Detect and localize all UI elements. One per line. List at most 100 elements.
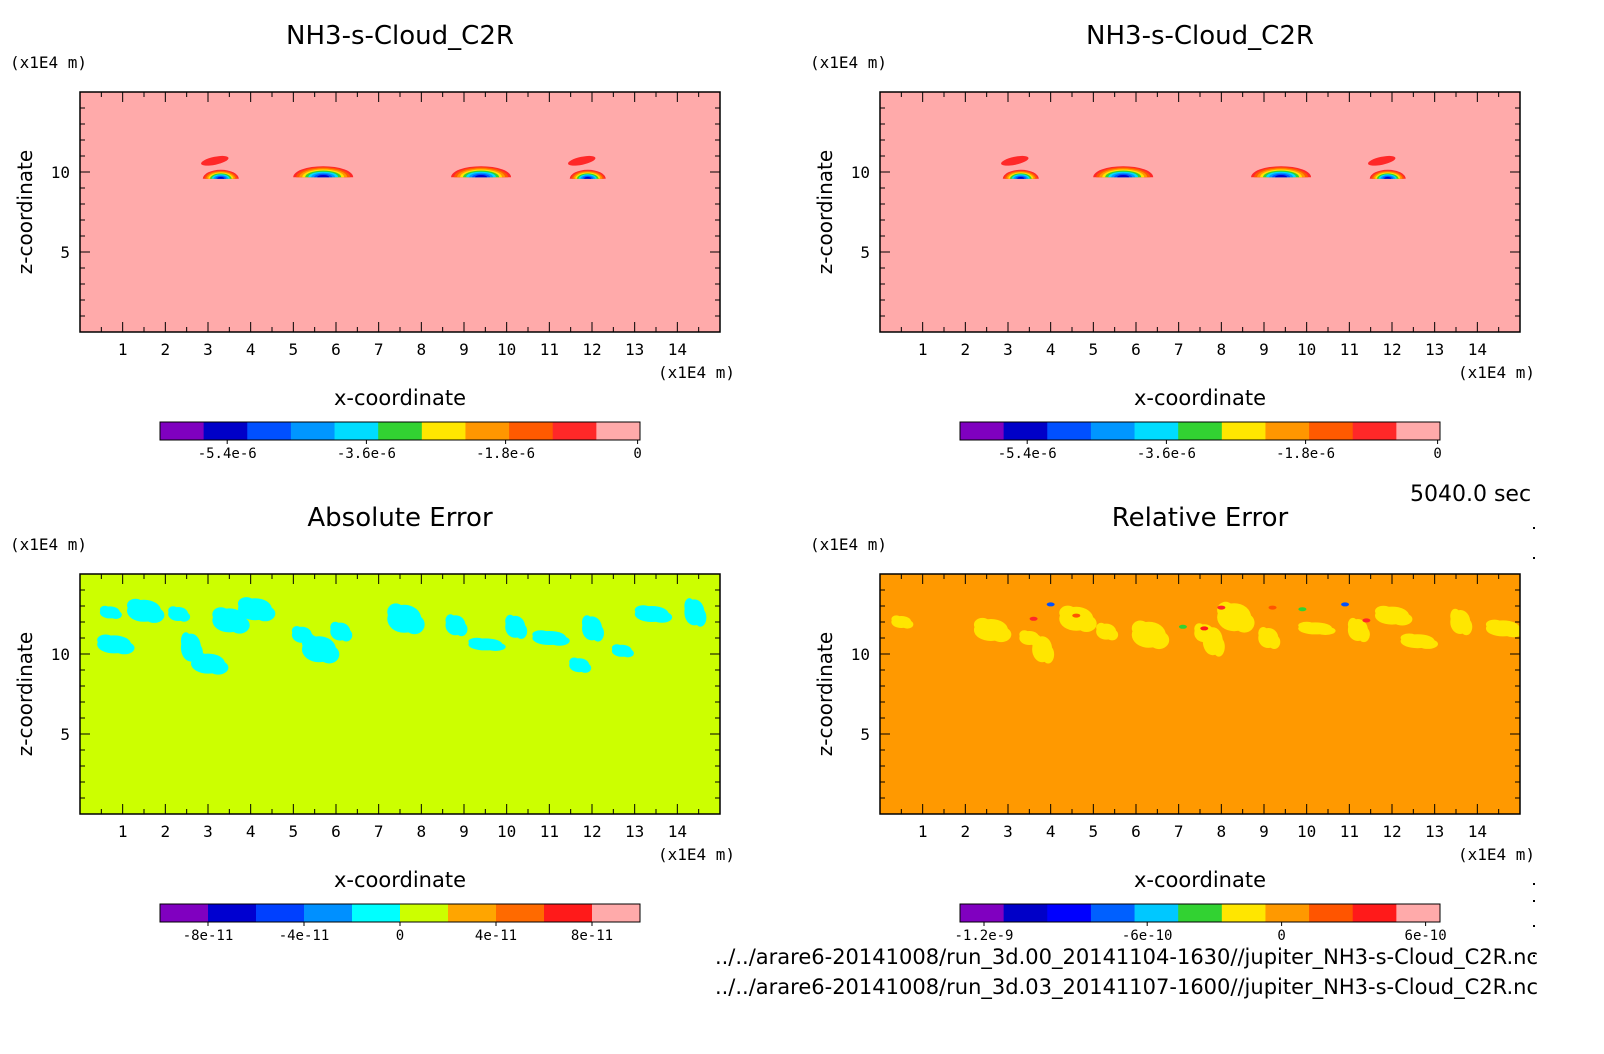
y-axis-label: z-coordinate <box>13 632 37 756</box>
marker-dot <box>1533 527 1535 529</box>
field-features <box>201 155 606 179</box>
error-patch <box>891 615 914 629</box>
x-tick-label: 3 <box>1003 340 1013 359</box>
x-axis-label: x-coordinate <box>1134 868 1266 892</box>
x-tick-label: 7 <box>1174 822 1184 841</box>
error-patch-blob <box>237 597 255 611</box>
colorbar-swatch <box>334 422 379 440</box>
marker-dot <box>1533 557 1535 559</box>
colorbar-swatch <box>203 422 248 440</box>
x-tick-label: 14 <box>1468 822 1487 841</box>
error-patch-blob <box>144 607 165 623</box>
x-unit-label: (x1E4 m) <box>658 845 735 864</box>
error-patch-blob <box>569 657 580 666</box>
x-tick-label: 5 <box>289 822 299 841</box>
colorbar-swatch <box>1265 904 1310 922</box>
colorbar-swatch <box>352 904 401 922</box>
red-cap <box>201 155 229 166</box>
file-path-2: ../../arare6-20141008/run_3d.03_20141107… <box>714 975 1538 999</box>
x-tick-label: 6 <box>331 822 341 841</box>
error-patch <box>301 634 340 664</box>
error-patch <box>330 621 353 642</box>
field-features <box>1001 155 1406 179</box>
cloud-layer <box>1117 174 1130 178</box>
error-patch-blob <box>1485 619 1503 630</box>
error-patch <box>1375 605 1413 626</box>
error-patch-blob <box>973 617 991 632</box>
colorbar-swatch <box>160 422 205 440</box>
colorbar-tick-label: 8e-11 <box>571 928 613 944</box>
field-features <box>97 597 707 675</box>
x-axis-label: x-coordinate <box>334 868 466 892</box>
cloud-feature <box>451 166 512 178</box>
error-patch-blob <box>1298 621 1316 630</box>
error-patch-blob <box>1131 620 1149 637</box>
x-tick-label: 3 <box>1003 822 1013 841</box>
cloud-feature <box>201 155 239 179</box>
x-tick-label: 7 <box>374 340 384 359</box>
error-patch <box>445 614 468 637</box>
x-tick-label: 13 <box>1425 340 1444 359</box>
error-speck <box>1362 618 1371 623</box>
error-patch <box>634 605 673 623</box>
y-unit-label: (x1E4 m) <box>810 53 887 72</box>
colorbar: -1.2e-9 -6e-10 0 6e-10 <box>954 903 1447 944</box>
error-patch-blob <box>1234 613 1255 633</box>
colorbar-tick-label: -4e-11 <box>279 928 330 944</box>
x-tick-label: 4 <box>246 340 256 359</box>
x-tick-label: 8 <box>417 340 427 359</box>
error-patch-blob <box>1417 639 1439 649</box>
error-patch-blob <box>455 622 468 637</box>
error-speck <box>1046 602 1055 607</box>
y-axis-label: z-coordinate <box>13 150 37 274</box>
x-tick-label: 10 <box>497 340 516 359</box>
colorbar-swatch <box>592 904 641 922</box>
y-axis-label: z-coordinate <box>813 632 837 756</box>
x-tick-label: 6 <box>1131 340 1141 359</box>
x-axis-label: x-coordinate <box>1134 386 1266 410</box>
colorbar-tick-label: -5.4e-6 <box>198 446 257 462</box>
file-path-1: ../../arare6-20141008/run_3d.00_20141104… <box>714 945 1538 969</box>
x-tick-label: 6 <box>1131 822 1141 841</box>
chart-panel: NH3-s-Cloud_C2R(x1E4 m)(x1E4 m)1 2 3 4 5 6 7 8 9… <box>10 21 735 462</box>
colorbar-swatch <box>1178 422 1223 440</box>
error-patch-blob <box>99 605 110 614</box>
colorbar-frame <box>959 421 1441 441</box>
colorbar-swatch <box>378 422 423 440</box>
colorbar-frame <box>959 903 1441 923</box>
colorbar-tick-label: -6e-10 <box>1122 928 1173 944</box>
plot-title: Relative Error <box>1112 503 1289 533</box>
colorbar-swatch <box>1090 904 1136 922</box>
x-tick-label: 14 <box>668 822 687 841</box>
marker-dot <box>1533 900 1535 902</box>
error-patch <box>973 617 1012 643</box>
colorbar-tick-label: -1.2e-9 <box>954 928 1013 944</box>
x-tick-label: 12 <box>1382 340 1401 359</box>
error-patch-blob <box>318 645 340 664</box>
x-axis-label: x-coordinate <box>334 386 466 410</box>
colorbar-swatch <box>290 422 336 440</box>
error-patch-blob <box>611 644 622 652</box>
error-patch-blob <box>1106 629 1119 641</box>
colorbar-swatch <box>465 422 510 440</box>
x-tick-label: 2 <box>961 340 971 359</box>
error-patch-blob <box>212 607 230 622</box>
cloud-feature <box>1368 155 1406 179</box>
x-tick-label: 9 <box>1259 822 1269 841</box>
colorbar: -8e-11 -4e-11 0 4e-11 8e-11 <box>159 903 641 944</box>
error-patch-blob <box>582 615 592 630</box>
colorbar-swatch <box>421 422 466 440</box>
cloud-feature <box>1251 166 1312 178</box>
error-speck <box>1072 613 1081 618</box>
colorbar-swatch <box>1309 904 1354 922</box>
marker-dot <box>1533 955 1535 957</box>
error-patch <box>127 598 165 623</box>
x-unit-label: (x1E4 m) <box>1458 845 1535 864</box>
x-unit-label: (x1E4 m) <box>1458 363 1535 382</box>
error-patch-blob <box>1392 612 1413 626</box>
colorbar-tick-label: -3.6e-6 <box>1137 446 1196 462</box>
cloud-feature <box>1001 155 1039 179</box>
error-patch-blob <box>178 611 191 622</box>
colorbar-swatch <box>1090 422 1136 440</box>
error-patch-blob <box>990 626 1012 643</box>
